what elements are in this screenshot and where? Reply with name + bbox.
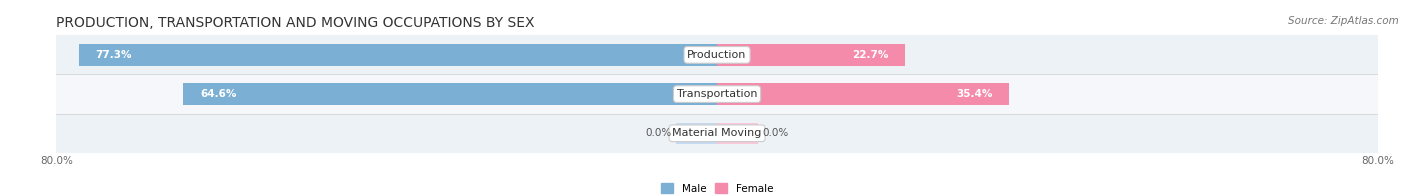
Bar	[79, 44, 717, 66]
Bar	[676, 122, 717, 144]
Text: 35.4%: 35.4%	[956, 89, 993, 99]
Text: 22.7%: 22.7%	[852, 50, 889, 60]
Text: Source: ZipAtlas.com: Source: ZipAtlas.com	[1288, 16, 1399, 26]
Bar	[56, 35, 1378, 74]
Bar	[717, 122, 758, 144]
Text: 64.6%: 64.6%	[200, 89, 236, 99]
Bar	[183, 83, 717, 105]
Bar	[56, 114, 1378, 153]
Text: 0.0%: 0.0%	[645, 128, 672, 138]
Bar	[717, 44, 904, 66]
Text: PRODUCTION, TRANSPORTATION AND MOVING OCCUPATIONS BY SEX: PRODUCTION, TRANSPORTATION AND MOVING OC…	[56, 16, 534, 30]
Text: 0.0%: 0.0%	[762, 128, 789, 138]
Legend: Male, Female: Male, Female	[657, 179, 778, 196]
Bar	[56, 74, 1378, 114]
Text: 77.3%: 77.3%	[96, 50, 132, 60]
Bar	[717, 83, 1010, 105]
Text: Transportation: Transportation	[676, 89, 758, 99]
Text: Material Moving: Material Moving	[672, 128, 762, 138]
Text: Production: Production	[688, 50, 747, 60]
